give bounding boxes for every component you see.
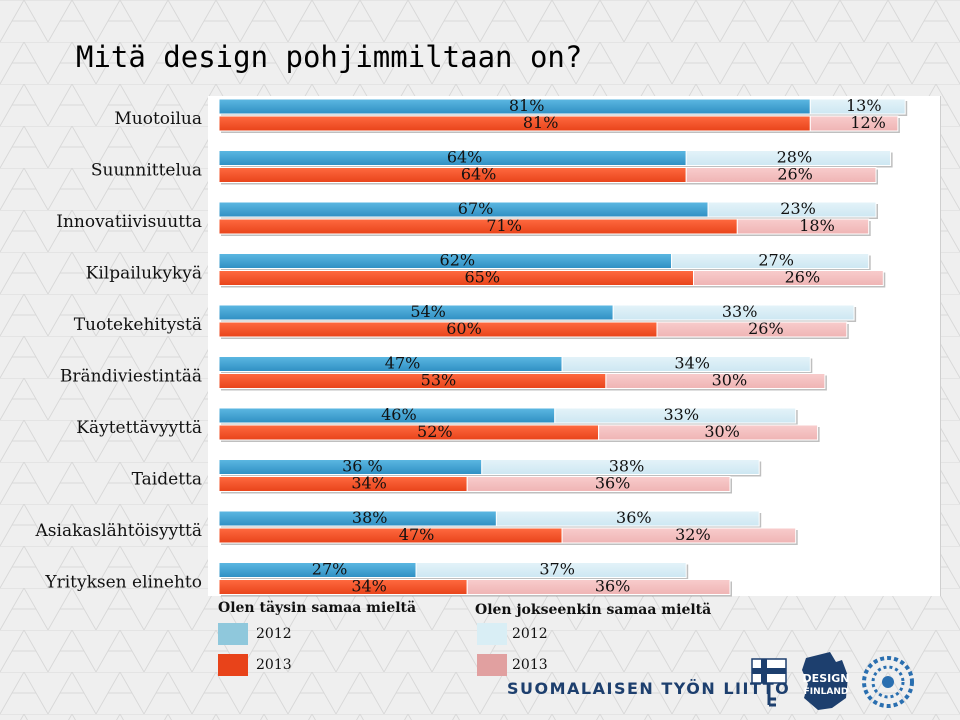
value-label-partial-2013: 26% xyxy=(748,319,784,338)
bar-full-agree-2013 xyxy=(218,321,658,338)
value-label-full-2013: 81% xyxy=(523,113,559,132)
value-label-full-2012: 36 % xyxy=(342,457,383,476)
value-label-partial-2012: 28% xyxy=(777,148,813,167)
legend-title-full-agree: Olen täysin samaa mieltä xyxy=(218,600,417,616)
page-title: Mitä design pohjimmiltaan on? xyxy=(76,40,583,74)
bar-full-agree-2013 xyxy=(218,373,607,389)
value-label-full-2012: 81% xyxy=(509,96,545,115)
legend-swatch-full-2012 xyxy=(218,623,248,645)
value-label-full-2013: 64% xyxy=(461,165,497,184)
category-label: Taidetta xyxy=(132,470,202,490)
bar-partial-agree-2012 xyxy=(685,150,892,166)
ring-emblem-icon xyxy=(862,656,914,708)
bar-partial-agree-2012 xyxy=(481,459,760,475)
value-label-partial-2012: 38% xyxy=(609,457,645,476)
bar-partial-agree-2013 xyxy=(693,270,884,286)
value-label-partial-2013: 26% xyxy=(785,268,821,287)
design-finland-logo: DESIGN FINLAND xyxy=(802,652,850,710)
bar-partial-agree-2013 xyxy=(605,373,826,389)
value-label-partial-2013: 26% xyxy=(777,165,813,184)
bar-partial-agree-2012 xyxy=(495,510,760,527)
value-label-partial-2013: 30% xyxy=(704,422,740,441)
category-label: Käytettävyyttä xyxy=(76,418,202,438)
legend-label-full-2013: 2013 xyxy=(256,657,292,673)
value-label-partial-2012: 37% xyxy=(539,560,575,579)
value-label-partial-2012: 13% xyxy=(846,96,882,115)
value-label-partial-2013: 12% xyxy=(850,113,886,132)
bar-full-agree-2013 xyxy=(218,218,738,235)
value-label-full-2013: 60% xyxy=(446,319,482,338)
bar-full-agree-2013 xyxy=(218,270,694,286)
value-label-full-2013: 52% xyxy=(417,422,453,441)
value-label-partial-2013: 18% xyxy=(799,216,835,235)
bar-partial-agree-2013 xyxy=(466,476,731,492)
value-label-partial-2013: 30% xyxy=(712,371,748,390)
bar-partial-agree-2012 xyxy=(809,98,906,115)
legend-title-partial-agree: Olen jokseenkin samaa mieltä xyxy=(475,602,712,618)
legend-swatch-partial-2012 xyxy=(477,623,507,645)
category-label: Tuotekehitystä xyxy=(74,315,202,335)
bar-partial-agree-2012 xyxy=(671,253,870,269)
value-label-full-2013: 71% xyxy=(486,216,522,235)
bar-partial-agree-2013 xyxy=(656,321,848,338)
value-label-partial-2012: 36% xyxy=(616,508,652,527)
category-label: Yrityksen elinehto xyxy=(44,573,202,593)
bar-partial-agree-2013 xyxy=(736,218,870,235)
design-logo-text-bottom: FINLAND xyxy=(804,687,849,697)
category-label: Brändiviestintää xyxy=(60,367,202,387)
legend-swatch-full-2013 xyxy=(218,654,248,676)
bar-partial-agree-2012 xyxy=(554,407,797,424)
value-label-full-2013: 53% xyxy=(421,371,457,390)
value-label-partial-2012: 23% xyxy=(780,199,816,218)
bar-full-agree-2013 xyxy=(218,424,600,441)
value-label-partial-2012: 27% xyxy=(758,251,794,270)
value-label-full-2013: 34% xyxy=(351,474,387,493)
value-label-full-2013: 65% xyxy=(464,268,500,287)
value-label-full-2013: 47% xyxy=(399,525,435,544)
legend-swatch-partial-2013 xyxy=(477,654,507,676)
value-label-full-2012: 54% xyxy=(410,302,446,321)
value-label-full-2013: 34% xyxy=(351,577,387,596)
bar-partial-agree-2013 xyxy=(598,424,819,441)
value-label-partial-2013: 32% xyxy=(675,525,711,544)
value-label-partial-2012: 34% xyxy=(674,354,710,373)
legend-label-full-2012: 2012 xyxy=(256,626,292,642)
bar-partial-agree-2012 xyxy=(561,356,811,372)
value-label-full-2012: 27% xyxy=(312,560,348,579)
value-label-full-2012: 38% xyxy=(352,508,388,527)
category-label: Muotoilua xyxy=(114,109,202,129)
bar-partial-agree-2012 xyxy=(707,201,877,218)
bar-full-agree-2013 xyxy=(218,579,468,595)
value-label-partial-2012: 33% xyxy=(663,405,699,424)
key-flag-logo-icon xyxy=(751,658,787,707)
design-logo-text-top: DESIGN xyxy=(803,672,850,685)
category-label: Asiakaslähtöisyyttä xyxy=(35,521,203,541)
category-label: Innovatiivisuutta xyxy=(56,212,202,232)
value-label-full-2012: 62% xyxy=(440,251,476,270)
value-label-full-2012: 46% xyxy=(381,405,417,424)
value-label-partial-2013: 36% xyxy=(595,577,631,596)
bar-partial-agree-2012 xyxy=(415,562,687,578)
bar-full-agree-2013 xyxy=(218,527,563,544)
bar-full-agree-2013 xyxy=(218,476,468,492)
value-label-full-2012: 67% xyxy=(458,199,494,218)
value-label-full-2012: 64% xyxy=(447,148,483,167)
bar-partial-agree-2013 xyxy=(685,167,877,183)
bar-partial-agree-2013 xyxy=(561,527,797,544)
footer-organisation: SUOMALAISEN TYÖN LIITTO xyxy=(507,679,791,698)
bar-full-agree-2013 xyxy=(218,115,811,132)
legend-label-partial-2013: 2013 xyxy=(512,657,548,673)
bar-partial-agree-2012 xyxy=(612,304,855,321)
legend-label-partial-2012: 2012 xyxy=(512,626,548,642)
bar-partial-agree-2013 xyxy=(809,115,899,132)
category-label: Suunnittelua xyxy=(91,161,202,181)
category-label: Kilpailukykyä xyxy=(86,264,202,284)
value-label-partial-2013: 36% xyxy=(595,474,631,493)
value-label-partial-2012: 33% xyxy=(722,302,758,321)
bar-full-agree-2013 xyxy=(218,167,687,183)
bar-partial-agree-2013 xyxy=(466,579,731,595)
value-label-full-2012: 47% xyxy=(385,354,421,373)
